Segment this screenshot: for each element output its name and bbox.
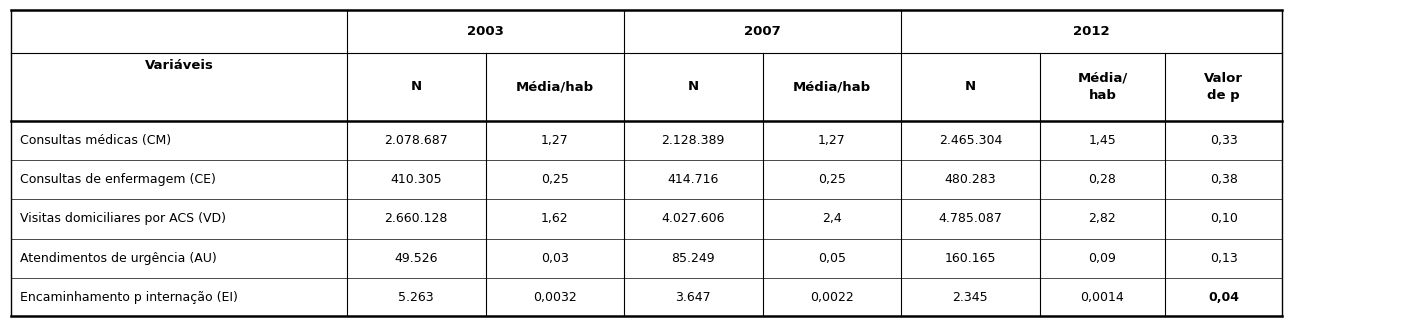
Text: N: N: [965, 80, 975, 93]
Text: 0,38: 0,38: [1210, 173, 1238, 186]
Text: 1,27: 1,27: [541, 134, 568, 147]
Text: 1,27: 1,27: [818, 134, 845, 147]
Text: Média/
hab: Média/ hab: [1077, 72, 1128, 102]
Text: Consultas de enfermagem (CE): Consultas de enfermagem (CE): [20, 173, 216, 186]
Text: 414.716: 414.716: [668, 173, 718, 186]
Text: 0,05: 0,05: [818, 252, 845, 265]
Text: 0,03: 0,03: [541, 252, 568, 265]
Text: 2.078.687: 2.078.687: [384, 134, 448, 147]
Text: 2,4: 2,4: [823, 213, 841, 226]
Text: 2,82: 2,82: [1088, 213, 1117, 226]
Text: 49.526: 49.526: [394, 252, 438, 265]
Text: 0,25: 0,25: [818, 173, 845, 186]
Text: 1,62: 1,62: [541, 213, 568, 226]
Text: 85.249: 85.249: [671, 252, 715, 265]
Text: 4.785.087: 4.785.087: [938, 213, 1002, 226]
Text: 2.465.304: 2.465.304: [938, 134, 1002, 147]
Text: Média/hab: Média/hab: [516, 80, 594, 93]
Text: Atendimentos de urgência (AU): Atendimentos de urgência (AU): [20, 252, 217, 265]
Text: Visitas domiciliares por ACS (VD): Visitas domiciliares por ACS (VD): [20, 213, 226, 226]
Text: Valor
de p: Valor de p: [1204, 72, 1244, 102]
Text: 0,10: 0,10: [1210, 213, 1238, 226]
Text: 3.647: 3.647: [675, 291, 711, 304]
Text: 0,25: 0,25: [541, 173, 568, 186]
Text: 2.128.389: 2.128.389: [661, 134, 725, 147]
Text: 4.027.606: 4.027.606: [661, 213, 725, 226]
Text: Média/hab: Média/hab: [793, 80, 871, 93]
Text: 160.165: 160.165: [944, 252, 997, 265]
Text: 2007: 2007: [744, 25, 781, 38]
Text: Consultas médicas (CM): Consultas médicas (CM): [20, 134, 171, 147]
Text: 0,13: 0,13: [1210, 252, 1238, 265]
Text: 5.263: 5.263: [398, 291, 434, 304]
Text: 0,28: 0,28: [1088, 173, 1117, 186]
Text: 0,04: 0,04: [1208, 291, 1240, 304]
Text: 2003: 2003: [467, 25, 504, 38]
Text: 1,45: 1,45: [1088, 134, 1117, 147]
Text: 0,33: 0,33: [1210, 134, 1238, 147]
Text: 2.660.128: 2.660.128: [384, 213, 448, 226]
Text: 2.345: 2.345: [952, 291, 988, 304]
Text: 2012: 2012: [1074, 25, 1110, 38]
Text: N: N: [411, 80, 421, 93]
Text: Encaminhamento p internação (EI): Encaminhamento p internação (EI): [20, 291, 238, 304]
Text: 0,0032: 0,0032: [533, 291, 577, 304]
Text: 0,09: 0,09: [1088, 252, 1117, 265]
Text: 0,0022: 0,0022: [810, 291, 854, 304]
Text: 410.305: 410.305: [390, 173, 443, 186]
Text: N: N: [688, 80, 698, 93]
Text: Variáveis: Variáveis: [144, 59, 214, 72]
Text: 480.283: 480.283: [944, 173, 997, 186]
Text: 0,0014: 0,0014: [1081, 291, 1124, 304]
